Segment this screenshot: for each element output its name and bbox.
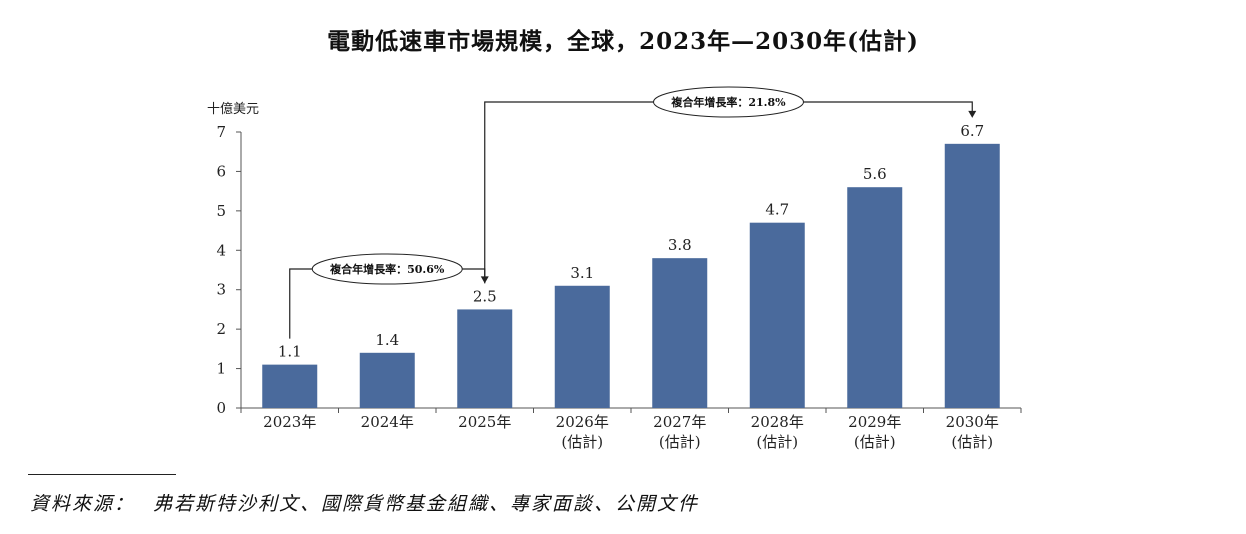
bar [457,309,513,408]
cagr-label: 複合年增長率：50.6% [329,262,445,276]
data-label: 4.7 [765,201,789,219]
data-label: 1.1 [278,343,302,361]
bar [944,143,1000,409]
y-tick-label: 6 [216,162,226,180]
bar [262,364,318,408]
source-label: 資料來源： [30,493,136,515]
data-label: 2.5 [473,287,497,305]
y-tick-label: 0 [216,399,226,417]
x-tick-label: 2030年 [946,413,999,431]
x-tick-sublabel: (估計) [561,433,603,451]
y-tick-label: 4 [216,241,226,259]
bar [359,352,415,408]
x-tick-label: 2025年 [458,413,511,431]
bar [554,285,610,408]
y-tick-label: 1 [216,360,226,378]
bar [847,187,903,408]
y-tick-label: 5 [216,202,226,220]
bar [749,222,805,408]
x-tick-sublabel: (估計) [951,433,993,451]
data-label: 5.6 [863,165,887,183]
connector-line [484,101,654,284]
annotations: 複合年增長率：50.6% 複合年增長率：21.8% [289,86,977,339]
bar [652,258,708,408]
source-divider [28,474,176,475]
cagr-annotation: 複合年增長率：50.6% [289,253,489,339]
x-tick-label: 2026年 [556,413,609,431]
x-tick-label: 2023年 [263,413,316,431]
data-label: 3.1 [570,264,594,282]
data-label: 3.8 [668,236,692,254]
bars [262,143,1000,409]
x-tick-label: 2024年 [361,413,414,431]
chart-title: 電動低速車市場規模，全球，2023年—2030年(估計) [327,28,919,55]
y-unit-label: 十億美元 [207,101,259,117]
cagr-annotation: 複合年增長率：21.8% [484,86,977,284]
source-note: 資料來源： 弗若斯特沙利文、國際貨幣基金組織、專家面談、公開文件 [30,489,699,516]
x-tick-sublabel: (估計) [854,433,896,451]
y-tick-label: 3 [216,281,226,299]
x-tick-sublabel: (估計) [756,433,798,451]
connector-line [289,268,313,339]
data-label: 1.4 [375,331,399,349]
x-tick-sublabel: (估計) [659,433,701,451]
y-tick-label: 2 [216,320,226,338]
x-tick-label: 2028年 [751,413,804,431]
cagr-label: 複合年增長率：21.8% [670,95,786,109]
connector-line [803,101,973,112]
source-text: 弗若斯特沙利文、國際貨幣基金組織、專家面談、公開文件 [153,493,700,515]
cagr-ellipse [311,253,463,285]
x-tick-label: 2029年 [848,413,901,431]
cagr-ellipse [653,86,804,118]
labels: 1.1 2023年 1.4 2024年 2.5 2025年 3.1 2026年 (估計) 3.8 2… [263,122,999,451]
arrow-head [968,110,977,118]
data-label: 6.7 [960,122,984,140]
x-tick-label: 2027年 [653,413,706,431]
connector-line [462,268,486,278]
y-tick-label: 7 [216,123,226,141]
bar-chart: 十億美元 0 1 2 3 4 5 6 7 1.1 2023年 1.4 2024年 2.5 2025年 3.1… [207,86,1022,451]
